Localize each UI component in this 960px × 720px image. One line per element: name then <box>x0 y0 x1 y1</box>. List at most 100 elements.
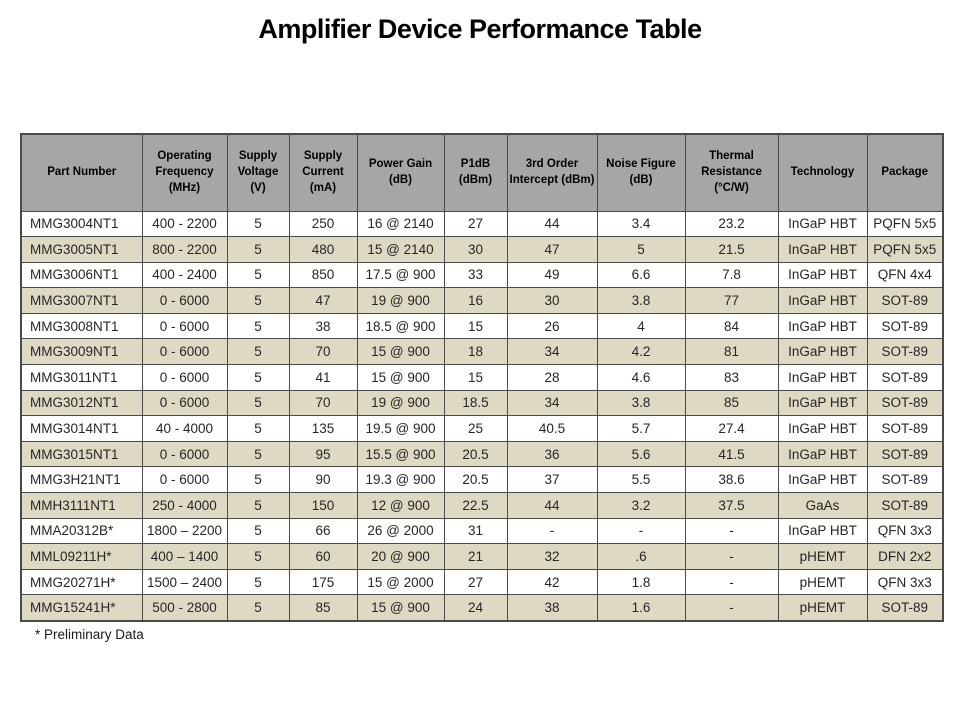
table-row: MMG3H21NT1 0 - 6000 5 90 19.3 @ 900 20.5 37 5.5… <box>20 466 944 494</box>
table-cell: 22.5 <box>443 492 508 519</box>
table-cell: 47 <box>506 236 598 263</box>
table-cell: 5 <box>226 543 290 570</box>
table-cell: MMG3005NT1 <box>20 236 143 263</box>
table-cell: 85 <box>288 594 358 621</box>
table-cell: 6.6 <box>596 261 686 289</box>
table-cell: 5 <box>226 364 290 391</box>
table-cell: 36 <box>506 440 598 468</box>
table-cell: 60 <box>288 543 358 570</box>
table-cell: 400 - 2200 <box>141 210 228 238</box>
column-header: Technology <box>777 133 868 212</box>
table-cell: 3.8 <box>596 287 686 314</box>
table-cell: 1.8 <box>596 568 686 596</box>
table-row: MMG15241H* 500 - 2800 5 85 15 @ 900 24 38 1.6- p… <box>20 594 944 621</box>
table-cell: SOT-89 <box>866 415 944 442</box>
table-cell: 44 <box>506 210 598 238</box>
table-cell: InGaP HBT <box>777 466 868 494</box>
table-cell: SOT-89 <box>866 389 944 417</box>
table-cell: 41.5 <box>684 440 779 468</box>
table-cell: 400 – 1400 <box>141 543 228 570</box>
table-cell: 3.8 <box>596 389 686 417</box>
table-cell: 19.3 @ 900 <box>356 466 445 494</box>
table-row: MMG3014NT1 40 - 4000 5 135 19.5 @ 900 25 40.5 5… <box>20 415 944 442</box>
table-cell: 250 <box>288 210 358 238</box>
table-row: MMG3015NT1 0 - 6000 5 95 15.5 @ 900 20.5 36 5.6… <box>20 440 944 468</box>
page-title: Amplifier Device Performance Table <box>258 14 702 44</box>
table-cell: 1500 – 2400 <box>141 568 228 596</box>
table-cell: 250 - 4000 <box>141 492 228 519</box>
table-cell: - <box>684 543 779 570</box>
table-cell: MMG3015NT1 <box>20 440 143 468</box>
table-cell: 5.6 <box>596 440 686 468</box>
table-cell: - <box>684 517 779 545</box>
table-cell: 15.5 @ 900 <box>356 440 445 468</box>
table-cell: 5 <box>226 492 290 519</box>
table-cell: 25 <box>443 415 508 442</box>
table-cell: 16 <box>443 287 508 314</box>
table-cell: 66 <box>288 517 358 545</box>
table-cell: 49 <box>506 261 598 289</box>
table-cell: MMG3011NT1 <box>20 364 143 391</box>
table-row: MMA20312B* 1800 – 2200 5 66 26 @ 2000 31- - - In… <box>20 517 944 545</box>
table-cell: .6 <box>596 543 686 570</box>
table-cell: InGaP HBT <box>777 210 868 238</box>
table-cell: 20.5 <box>443 440 508 468</box>
table-cell: QFN 4x4 <box>866 261 944 289</box>
table-cell: 5 <box>226 236 290 263</box>
table-row: MMG3008NT1 0 - 6000 5 38 18.5 @ 900 15 26 4 84 In… <box>20 312 944 340</box>
table-cell: 150 <box>288 492 358 519</box>
table-cell: 47 <box>288 287 358 314</box>
table-cell: 38 <box>506 594 598 621</box>
table-cell: MMH3111NT1 <box>20 492 143 519</box>
table-cell: 15 @ 900 <box>356 594 445 621</box>
table-row: MMG3012NT1 0 - 6000 5 70 19 @ 900 18.5 34 3.8 85… <box>20 389 944 417</box>
table-cell: 42 <box>506 568 598 596</box>
table-cell: 5 <box>226 466 290 494</box>
table-cell: MMG3009NT1 <box>20 338 143 366</box>
table-cell: 5 <box>226 312 290 340</box>
table-cell: InGaP HBT <box>777 236 868 263</box>
table-cell: 26 @ 2000 <box>356 517 445 545</box>
table-cell: 21 <box>443 543 508 570</box>
table-cell: InGaP HBT <box>777 364 868 391</box>
table-cell: 40 - 4000 <box>141 415 228 442</box>
table-cell: 3.2 <box>596 492 686 519</box>
table-cell: MMG3012NT1 <box>20 389 143 417</box>
table-cell: InGaP HBT <box>777 261 868 289</box>
table-cell: - <box>596 517 686 545</box>
table-cell: 480 <box>288 236 358 263</box>
table-cell: pHEMT <box>777 568 868 596</box>
table-cell: pHEMT <box>777 543 868 570</box>
table-cell: 31 <box>443 517 508 545</box>
table-cell: 12 @ 900 <box>356 492 445 519</box>
table-row: MMG3004NT1 400 - 2200 5 250 16 @ 2140 27 44 3.4… <box>20 210 944 238</box>
table-cell: 500 - 2800 <box>141 594 228 621</box>
table-cell: 18.5 @ 900 <box>356 312 445 340</box>
table-cell: QFN 3x3 <box>866 568 944 596</box>
table-cell: 135 <box>288 415 358 442</box>
table-cell: InGaP HBT <box>777 440 868 468</box>
table-cell: 15 @ 2000 <box>356 568 445 596</box>
table-cell: 70 <box>288 389 358 417</box>
table-row: MML09211H* 400 – 1400 5 60 20 @ 900 21 32.6- pH… <box>20 543 944 570</box>
table-cell: 28 <box>506 364 598 391</box>
table-cell: 19 @ 900 <box>356 287 445 314</box>
table-row: MMG3005NT1 800 - 2200 5 480 15 @ 2140 30 47 5 21… <box>20 236 944 263</box>
table-cell: 41 <box>288 364 358 391</box>
table-cell: PQFN 5x5 <box>866 236 944 263</box>
table-cell: 5 <box>226 415 290 442</box>
table-cell: InGaP HBT <box>777 389 868 417</box>
table-cell: 4.2 <box>596 338 686 366</box>
table-cell: 27 <box>443 568 508 596</box>
table-cell: SOT-89 <box>866 440 944 468</box>
table-cell: 850 <box>288 261 358 289</box>
column-header: Power Gain (dB) <box>356 133 445 212</box>
table-cell: PQFN 5x5 <box>866 210 944 238</box>
table-cell: 84 <box>684 312 779 340</box>
table-cell: 32 <box>506 543 598 570</box>
table-cell: 1.6 <box>596 594 686 621</box>
column-header: Package <box>866 133 944 212</box>
footnote-preliminary-data: * Preliminary Data <box>35 627 144 642</box>
table-cell: 0 - 6000 <box>141 466 228 494</box>
table-cell: 5.5 <box>596 466 686 494</box>
